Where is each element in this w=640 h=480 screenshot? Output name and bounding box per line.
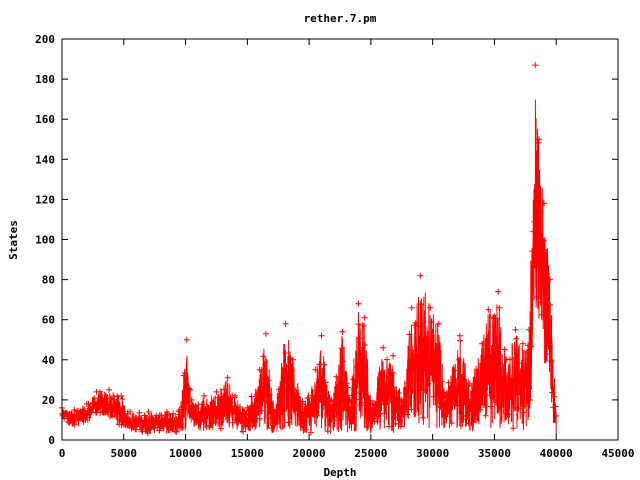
series-line (61, 99, 557, 436)
x-tick-label: 30000 (416, 447, 449, 460)
x-tick-label: 25000 (354, 447, 387, 460)
y-tick-label: 60 (42, 314, 55, 327)
y-tick-label: 180 (35, 73, 55, 86)
axes: 0 5000 10000 15000 20000 25000 30000 35000 40000… (35, 33, 634, 460)
y-tick-label: 20 (42, 394, 55, 407)
plot-marks (59, 62, 560, 437)
y-tick-label: 200 (35, 33, 55, 46)
x-tick-label: 35000 (478, 447, 511, 460)
y-tick-label: 80 (42, 274, 55, 287)
x-tick-label: 15000 (231, 447, 264, 460)
y-tick-label: 160 (35, 113, 55, 126)
y-tick-label: 40 (42, 354, 55, 367)
x-tick-label: 45000 (601, 447, 634, 460)
y-axis-label: States (7, 220, 20, 260)
x-tick-label: 20000 (293, 447, 326, 460)
y-tick-label: 0 (48, 434, 55, 447)
chart-title: rether.7.pm (304, 12, 377, 25)
x-axis-label: Depth (323, 466, 356, 479)
x-tick-label: 10000 (169, 447, 202, 460)
x-tick-label: 5000 (111, 447, 138, 460)
y-tick-label: 140 (35, 153, 55, 166)
x-tick-label: 40000 (540, 447, 573, 460)
x-tick-label: 0 (59, 447, 66, 460)
y-tick-label: 120 (35, 193, 55, 206)
y-tick-label: 100 (35, 234, 55, 247)
